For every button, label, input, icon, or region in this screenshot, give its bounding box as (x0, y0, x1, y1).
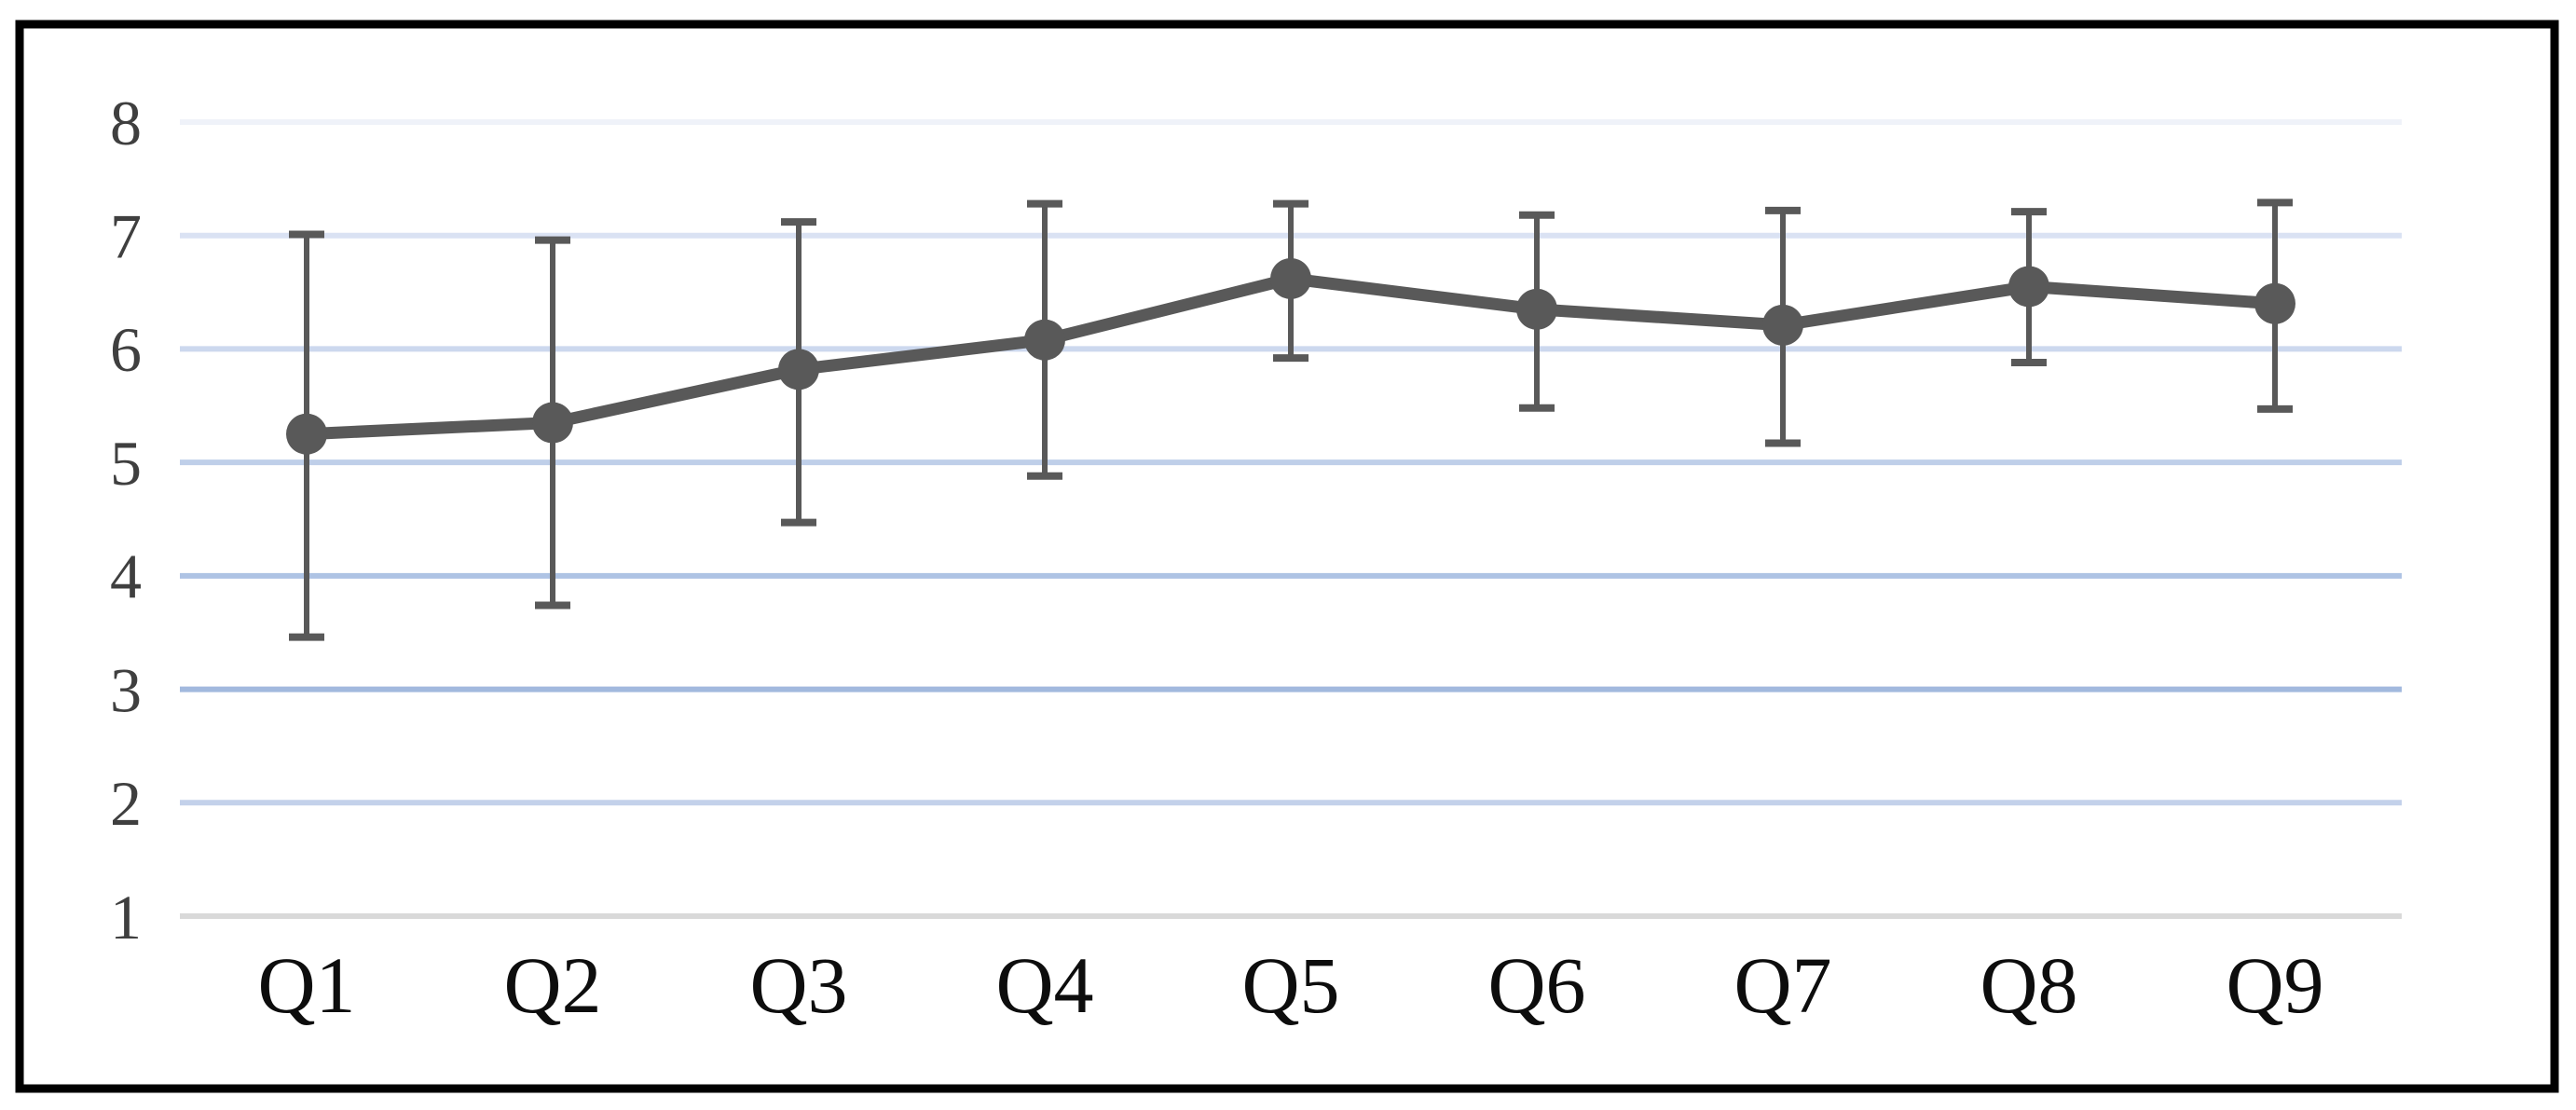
y-tick-label-3: 3 (110, 654, 142, 725)
x-tick-label-Q5: Q5 (1241, 940, 1339, 1030)
x-tick-label-Q8: Q8 (1980, 940, 2077, 1030)
x-tick-label-Q4: Q4 (995, 940, 1093, 1030)
x-tick-label-Q2: Q2 (503, 940, 601, 1030)
data-point-Q2 (532, 402, 573, 444)
data-point-Q8 (2008, 266, 2049, 308)
x-tick-label-Q9: Q9 (2226, 940, 2323, 1030)
data-point-Q9 (2254, 282, 2295, 324)
figure-frame (15, 20, 2559, 1093)
x-tick-label-Q3: Q3 (749, 940, 847, 1030)
x-tick-label-Q1: Q1 (257, 940, 355, 1030)
data-point-Q5 (1270, 257, 1311, 299)
data-point-Q4 (1024, 319, 1065, 361)
y-tick-label-1: 1 (110, 882, 142, 952)
data-point-Q1 (286, 413, 327, 455)
data-point-markers (286, 257, 2295, 455)
y-tick-label-4: 4 (110, 541, 142, 612)
y-tick-label-6: 6 (110, 314, 142, 385)
y-axis-tick-labels: 1 2 3 4 5 6 7 8 (110, 88, 142, 952)
data-point-Q7 (1762, 304, 1803, 346)
y-tick-label-5: 5 (110, 428, 142, 499)
y-tick-label-7: 7 (110, 201, 142, 272)
x-tick-label-Q7: Q7 (1733, 940, 1831, 1030)
y-tick-label-2: 2 (110, 768, 142, 839)
x-tick-label-Q6: Q6 (1487, 940, 1585, 1030)
data-point-Q6 (1516, 288, 1557, 330)
data-point-Q3 (778, 349, 819, 391)
y-tick-label-8: 8 (110, 88, 142, 158)
x-axis-tick-labels: Q1 Q2 Q3 Q4 Q5 Q6 Q7 Q8 Q9 (257, 940, 2323, 1030)
